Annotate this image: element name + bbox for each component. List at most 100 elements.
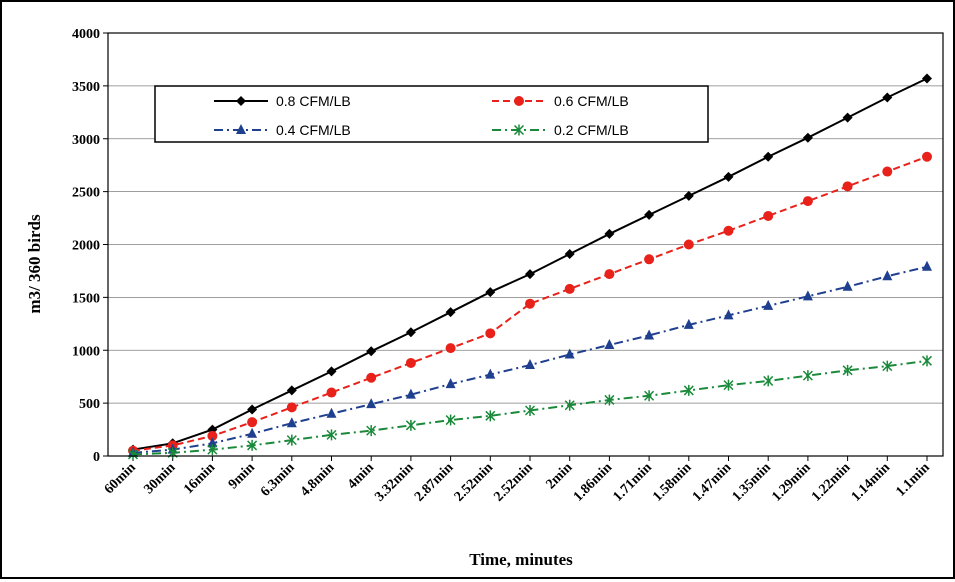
data-point	[604, 228, 615, 239]
data-point	[882, 92, 893, 103]
x-tick-label: 9min	[226, 460, 258, 492]
data-point	[723, 225, 734, 236]
data-point	[207, 430, 218, 441]
data-point	[683, 239, 694, 250]
data-point	[286, 402, 297, 413]
legend-entry-3: 0.2 CFM/LB	[492, 122, 629, 138]
y-tick-label: 2500	[72, 186, 100, 201]
y-tick-label: 1500	[72, 291, 100, 306]
data-point	[366, 372, 377, 383]
data-point	[247, 439, 258, 451]
x-tick-label: 1.35min	[730, 460, 775, 505]
data-point	[723, 379, 734, 391]
data-point	[763, 151, 774, 162]
series-2	[128, 260, 932, 457]
data-point	[683, 318, 694, 329]
data-point	[207, 444, 218, 456]
x-tick-label: 1.14min	[849, 460, 894, 505]
data-point	[842, 181, 853, 192]
x-tick-label: 2.52min	[452, 460, 497, 505]
y-axis-ticks: 0 500 1000 1500 2000 2500 3000 3500 4000	[72, 27, 108, 465]
data-point	[882, 270, 893, 281]
data-point	[644, 254, 655, 265]
data-point	[445, 378, 456, 389]
data-point	[723, 309, 734, 320]
data-point	[644, 390, 655, 402]
data-point	[644, 209, 655, 220]
data-point	[247, 427, 258, 438]
x-tick-label: 1.22min	[809, 460, 854, 505]
data-point	[366, 346, 377, 357]
data-point	[405, 327, 416, 338]
y-tick-label: 3000	[72, 133, 100, 148]
x-tick-label: 1.47min	[690, 460, 735, 505]
x-tick-label: 30min	[142, 460, 179, 497]
data-point	[525, 269, 535, 280]
y-axis-title: m3/ 360 birds	[25, 214, 44, 314]
data-point	[445, 307, 456, 318]
data-point	[921, 355, 933, 367]
data-point	[763, 210, 774, 221]
data-point	[882, 166, 893, 177]
x-tick-label: 2.87min	[412, 460, 457, 505]
data-point	[683, 384, 694, 396]
data-point	[236, 96, 246, 106]
data-point	[207, 437, 218, 448]
data-point	[286, 385, 297, 396]
data-point	[683, 190, 694, 201]
x-axis-title: Time, minutes	[469, 550, 573, 569]
data-point	[882, 360, 893, 372]
data-point	[405, 388, 416, 399]
data-point	[922, 260, 932, 271]
x-tick-label: 1.86min	[571, 460, 616, 505]
data-point	[485, 287, 496, 298]
data-point	[564, 399, 575, 411]
series-layer	[127, 73, 933, 460]
data-point	[842, 280, 853, 291]
x-tick-label: 6.3min	[258, 460, 298, 500]
data-point	[485, 410, 496, 422]
data-point	[604, 338, 615, 349]
data-point	[485, 368, 496, 379]
legend: 0.8 CFM/LB 0.6 CFM/LB 0.4 CFM/LB 0.2 CFM/LB	[154, 85, 709, 143]
x-tick-label: 2min	[543, 460, 575, 492]
x-tick-label: 1.1min	[893, 460, 933, 500]
legend-label: 0.6 CFM/LB	[554, 93, 629, 109]
data-point	[802, 370, 813, 382]
series-3	[127, 355, 933, 460]
data-point	[286, 434, 297, 446]
x-tick-label: 16min	[181, 460, 218, 497]
data-point	[922, 73, 932, 84]
legend-box	[154, 85, 709, 143]
data-point	[525, 359, 535, 370]
data-point	[802, 290, 813, 301]
data-point	[366, 425, 377, 437]
x-tick-label: 60min	[102, 460, 139, 497]
y-tick-label: 0	[93, 450, 100, 465]
y-tick-label: 2000	[72, 239, 100, 254]
data-point	[366, 398, 377, 409]
x-tick-label: 4min	[345, 460, 377, 492]
y-tick-label: 500	[79, 397, 100, 412]
legend-label: 0.4 CFM/LB	[276, 122, 351, 138]
data-point	[127, 448, 139, 460]
data-point	[802, 196, 813, 207]
data-point	[445, 343, 456, 354]
data-point	[524, 405, 536, 417]
data-point	[604, 269, 615, 280]
x-tick-label: 1.71min	[610, 460, 655, 505]
data-point	[763, 299, 774, 310]
x-tick-label: 1.29min	[769, 460, 814, 505]
data-point	[564, 249, 575, 260]
y-tick-label: 1000	[72, 344, 100, 359]
legend-label: 0.2 CFM/LB	[554, 122, 629, 138]
data-point	[326, 387, 337, 398]
legend-entry-2: 0.4 CFM/LB	[214, 122, 351, 138]
data-point	[842, 364, 853, 376]
data-point	[604, 394, 615, 406]
data-point	[644, 329, 655, 340]
legend-entry-1: 0.6 CFM/LB	[492, 93, 629, 109]
legend-label: 0.8 CFM/LB	[276, 93, 351, 109]
data-point	[842, 112, 853, 123]
